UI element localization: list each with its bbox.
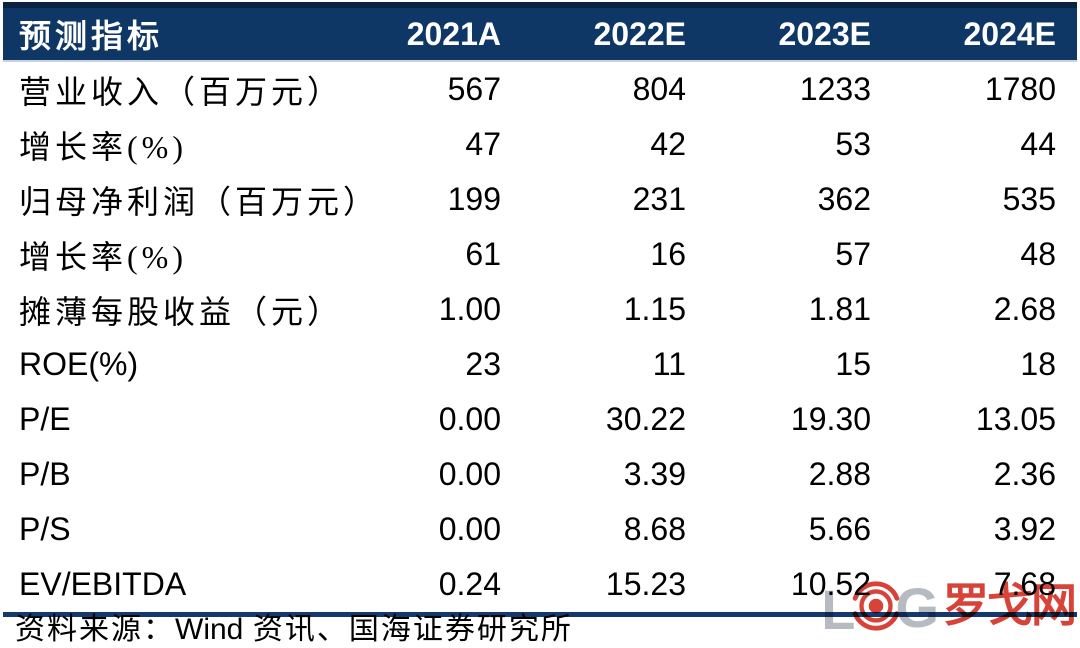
cell-value: 2.88 <box>808 456 871 492</box>
table-row: 营业收入（百万元） 567 804 1233 1780 <box>3 61 1077 117</box>
cell-value: 231 <box>632 181 686 217</box>
radar-target-icon <box>853 581 900 631</box>
row-label: 增长率(%) <box>19 128 187 165</box>
cell-value: 48 <box>1020 236 1056 272</box>
row-label: ROE(%) <box>19 346 139 382</box>
cell-value: 0.00 <box>438 456 501 492</box>
cell-value: 1.15 <box>623 291 686 327</box>
table-row: P/S 0.00 8.68 5.66 3.92 <box>3 502 1077 557</box>
cell-value: 362 <box>817 181 871 217</box>
row-label: 增长率(%) <box>19 238 187 275</box>
header-year-2023e: 2023E <box>707 2 892 62</box>
row-label: 营业收入（百万元） <box>19 73 344 110</box>
logo-letter-g: G <box>895 576 939 639</box>
cell-value: 57 <box>835 236 871 272</box>
cell-value: 1.81 <box>808 291 871 327</box>
header-year-2022e: 2022E <box>522 2 707 62</box>
table-row: 增长率(%) 47 42 53 44 <box>3 117 1077 172</box>
cell-value: 47 <box>465 126 501 162</box>
table-row: P/E 0.00 30.22 19.30 13.05 <box>3 392 1077 447</box>
cell-value: 2.68 <box>993 291 1056 327</box>
cell-value: 3.92 <box>993 511 1056 547</box>
cell-value: 535 <box>1002 181 1056 217</box>
row-label: P/B <box>19 456 71 492</box>
row-label: 归母净利润（百万元） <box>19 183 380 220</box>
logo-letter-l: L <box>821 578 856 641</box>
cell-value: 0.00 <box>438 511 501 547</box>
cell-value: 61 <box>465 236 501 272</box>
source-prefix: 资料来源： <box>15 613 175 646</box>
table-row: 增长率(%) 61 16 57 48 <box>3 227 1077 282</box>
cell-value: 13.05 <box>975 401 1056 437</box>
logo-site-name: 罗戈网 <box>943 579 1077 631</box>
table-header-row: 预测指标 2021A 2022E 2023E 2024E <box>3 2 1077 62</box>
cell-value: 16 <box>650 236 686 272</box>
header-year-2024e: 2024E <box>892 2 1077 62</box>
cell-value: 567 <box>447 71 501 107</box>
cell-value: 5.66 <box>808 511 871 547</box>
header-indicator-label: 预测指标 <box>3 2 337 62</box>
table-row: 摊薄每股收益（元） 1.00 1.15 1.81 2.68 <box>3 282 1077 337</box>
cell-value: 7.68 <box>993 566 1056 602</box>
cell-value: 44 <box>1020 126 1056 162</box>
cell-value: 1.00 <box>438 291 501 327</box>
table-row: 归母净利润（百万元） 199 231 362 535 <box>3 172 1077 227</box>
luogo-watermark: L G 罗戈网 <box>821 572 1077 641</box>
cell-value: 3.39 <box>623 456 686 492</box>
cell-value: 199 <box>447 181 501 217</box>
table-body: 营业收入（百万元） 567 804 1233 1780 增长率(%) 47 42 53 44 归母净… <box>3 61 1077 615</box>
row-label: P/S <box>19 511 71 547</box>
cell-value: 53 <box>835 126 871 162</box>
cell-value: 18 <box>1020 346 1056 382</box>
cell-value: 11 <box>652 346 686 382</box>
cell-value: 8.68 <box>623 511 686 547</box>
row-label: 摊薄每股收益（元） <box>19 293 344 330</box>
cell-value: 0.24 <box>438 566 501 602</box>
row-label: P/E <box>19 401 71 437</box>
forecast-table: 预测指标 2021A 2022E 2023E 2024E 营业收入（百万元） 56… <box>3 2 1077 617</box>
row-label: EV/EBITDA <box>19 566 187 602</box>
source-suffix: 资讯、国海证券研究所 <box>243 613 573 646</box>
source-note: 资料来源：Wind 资讯、国海证券研究所 <box>15 604 573 648</box>
cell-value: 2.36 <box>993 456 1056 492</box>
cell-value: 23 <box>465 346 501 382</box>
cell-value: 42 <box>650 126 686 162</box>
table-row: P/B 0.00 3.39 2.88 2.36 <box>3 447 1077 502</box>
cell-value: 1233 <box>799 71 871 107</box>
cell-value: 804 <box>632 71 686 107</box>
cell-value: 1780 <box>984 71 1056 107</box>
table-row: EV/EBITDA 0.24 15.23 10.52 7.68 <box>3 557 1077 615</box>
table-row: ROE(%) 23 11 15 18 <box>3 337 1077 392</box>
cell-value: 0.00 <box>438 401 501 437</box>
header-year-2021a: 2021A <box>337 2 522 62</box>
cell-value: 15 <box>835 346 871 382</box>
cell-value: 15.23 <box>605 566 686 602</box>
cell-value: 30.22 <box>605 401 686 437</box>
source-wind: Wind <box>175 613 244 646</box>
cell-value: 19.30 <box>790 401 871 437</box>
